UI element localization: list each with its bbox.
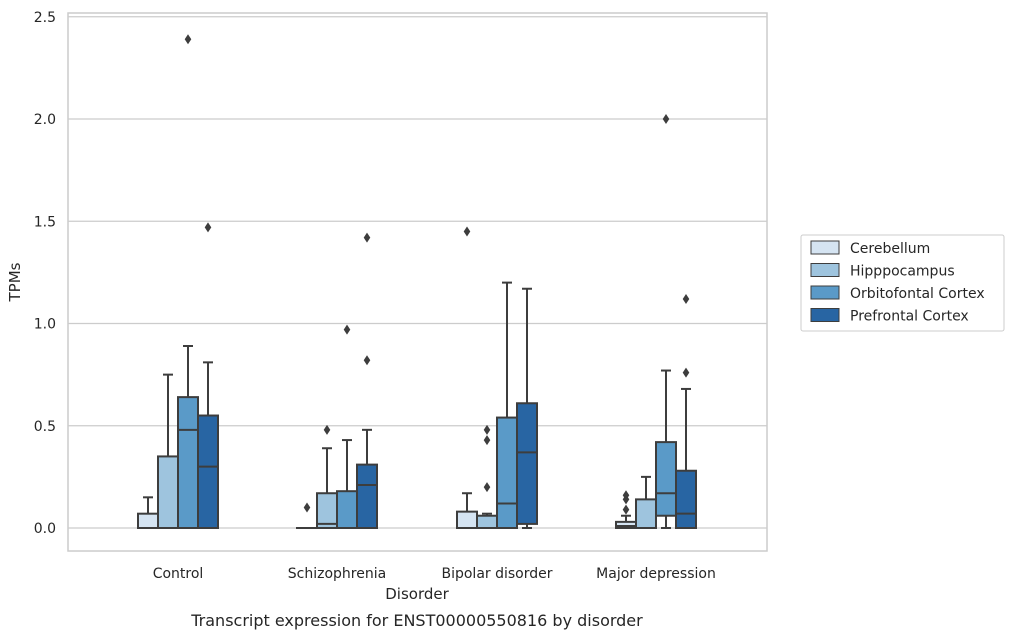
outlier-point <box>343 324 351 335</box>
box-body <box>456 510 478 530</box>
box-body <box>496 416 518 530</box>
box-body <box>516 402 538 525</box>
x-axis-label: Disorder <box>385 585 449 603</box>
y-tick-label: 2.5 <box>34 10 56 26</box>
plot-frame <box>67 12 768 552</box>
outlier-point <box>323 424 331 435</box>
box-2-3 <box>516 287 538 529</box>
outlier-point <box>622 490 630 501</box>
box-0-2 <box>177 34 199 529</box>
outlier-point <box>483 482 491 493</box>
box-2-2 <box>496 281 518 530</box>
y-axis-label: TPMs <box>6 262 24 302</box>
box-1-2 <box>336 324 358 530</box>
box-body <box>655 441 677 517</box>
legend-label: Hipppocampus <box>850 264 955 280</box>
y-tick-label: 1.5 <box>34 214 56 230</box>
box-body <box>336 490 358 530</box>
box-1-3 <box>356 232 378 530</box>
x-tick-label: Control <box>153 566 204 582</box>
outlier-point <box>483 424 491 435</box>
box-body <box>615 520 637 529</box>
outlier-point <box>363 232 371 243</box>
legend-entry: Orbitofontal Cortex <box>810 285 985 302</box>
box-body <box>137 512 159 529</box>
box-3-0 <box>615 490 637 529</box>
box-2-1 <box>476 424 498 529</box>
outlier-point <box>622 504 630 515</box>
outlier-point <box>483 435 491 446</box>
box-body <box>197 414 219 529</box>
outlier-point <box>682 367 690 378</box>
legend-entry: Cerebellum <box>810 240 930 257</box>
y-tick-label: 1.0 <box>34 317 56 333</box>
x-tick-label: Schizophrenia <box>288 566 386 582</box>
outlier-point <box>662 114 670 124</box>
box-0-3 <box>197 222 219 529</box>
x-axis-ticks: Control Schizophrenia Bipolar disorder Majo… <box>153 566 716 582</box>
box-body <box>177 396 199 529</box>
outlier-point <box>463 226 471 237</box>
legend: Cerebellum Hipppocampus Orbitofontal Corte… <box>800 234 1005 332</box>
box-body <box>635 498 657 529</box>
legend-entry: Hipppocampus <box>810 263 955 280</box>
outlier-point <box>682 293 690 304</box>
legend-frame <box>800 234 1005 332</box>
y-axis-ticks: 0.0 0.5 1.0 1.5 2.0 2.5 <box>34 10 56 537</box>
outlier-point <box>303 502 311 513</box>
box-body <box>476 514 498 529</box>
box-1-1 <box>316 424 338 529</box>
legend-swatch <box>810 263 840 277</box>
outlier-point <box>204 222 212 233</box>
x-tick-label: Major depression <box>596 566 716 582</box>
box-3-2 <box>655 114 677 529</box>
boxes <box>137 34 697 530</box>
box-1-0 <box>296 502 318 530</box>
figure-caption: Transcript expression for ENST0000055081… <box>190 611 643 630</box>
box-body <box>675 469 697 529</box>
box-body <box>316 492 338 529</box>
legend-swatch <box>810 240 840 255</box>
legend-entry: Prefrontal Cortex <box>810 308 969 325</box>
box-0-0 <box>137 496 159 529</box>
legend-label: Cerebellum <box>850 241 930 257</box>
box-3-1 <box>635 475 657 529</box>
legend-label: Orbitofontal Cortex <box>850 286 985 302</box>
y-tick-label: 0.0 <box>34 521 56 537</box>
box-2-0 <box>456 226 478 530</box>
y-tick-label: 0.5 <box>34 419 56 435</box>
box-3-3 <box>675 293 697 529</box>
box-body <box>356 463 378 530</box>
outlier-point <box>363 355 371 366</box>
legend-swatch <box>810 308 840 322</box>
box-body <box>157 455 179 529</box>
legend-swatch <box>810 285 840 300</box>
y-tick-label: 2.0 <box>34 112 56 128</box>
box-0-1 <box>157 373 179 529</box>
legend-label: Prefrontal Cortex <box>850 309 969 325</box>
outlier-point <box>184 34 192 45</box>
x-tick-label: Bipolar disorder <box>441 566 552 582</box>
